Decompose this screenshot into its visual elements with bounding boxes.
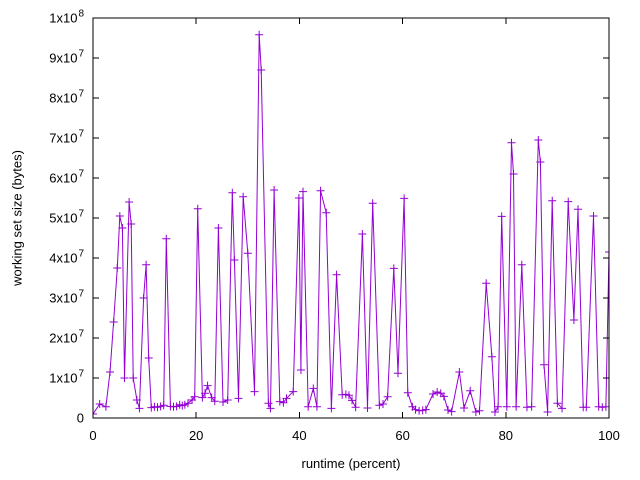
y-tick-label: 1x108 [49,9,84,26]
y-tick-label: 6x107 [49,169,84,186]
x-tick-label: 80 [499,428,513,443]
y-tick-label: 1x107 [49,369,84,386]
plot-border [92,17,610,419]
series-line [93,34,609,415]
y-tick-label: 2x107 [49,329,84,346]
series-markers [93,30,609,418]
y-tick-label: 0 [77,411,84,426]
y-axis-label: working set size (bytes) [9,150,25,286]
y-tick-label: 3x107 [49,289,84,306]
x-axis-label: runtime (percent) [301,456,401,471]
x-tick-label: 20 [189,428,203,443]
y-tick-label: 7x107 [49,129,84,146]
y-tick-label: 8x107 [49,89,84,106]
x-tick-label: 40 [292,428,306,443]
y-tick-label: 5x107 [49,209,84,226]
y-tick-label: 9x107 [49,49,84,66]
x-tick-label: 100 [598,428,620,443]
y-tick-label: 4x107 [49,249,84,266]
x-tick-label: 60 [395,428,409,443]
x-tick-label: 0 [89,428,96,443]
